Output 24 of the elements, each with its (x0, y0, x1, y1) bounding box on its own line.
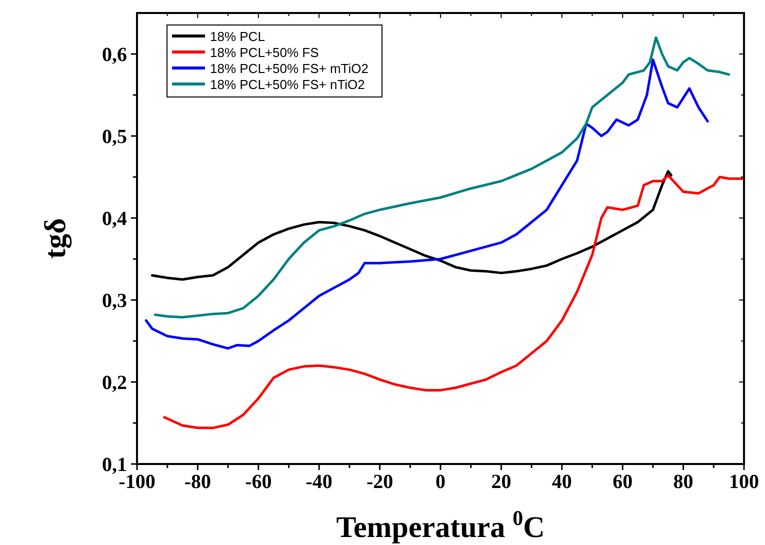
y-axis-title: tgδ (39, 218, 72, 259)
line-series (144, 58, 709, 350)
line-series (163, 174, 746, 430)
x-tick-label: 0 (436, 471, 446, 493)
x-tick-label: 100 (729, 471, 759, 493)
y-tick-label: 0,2 (102, 372, 127, 394)
x-tick-label: -40 (306, 471, 332, 493)
x-axis-title: Temperatura $^{0}$C (336, 506, 545, 544)
line-series (150, 170, 672, 281)
x-tick-label: -80 (184, 471, 212, 493)
x-tick-label: 60 (612, 471, 633, 493)
legend-label: 18% PCL+50% FS+ nTiO2 (210, 77, 365, 92)
x-tick-label: 20 (491, 471, 512, 493)
x-tick-label: -60 (245, 471, 272, 493)
legend-label: 18% PCL+50% FS+ mTiO2 (210, 61, 368, 76)
x-tick-label: -20 (366, 471, 394, 493)
x-tick-label: 40 (552, 471, 572, 493)
legend-label: 18% PCL+50% FS (210, 45, 320, 60)
y-tick-label: 0,5 (102, 126, 127, 148)
x-tick-label: 80 (673, 471, 694, 493)
y-tick-label: 0,4 (102, 208, 127, 230)
y-tick-label: 0,3 (102, 290, 127, 312)
legend-label: 18% PCL (210, 29, 265, 44)
y-tick-label: 0,6 (102, 44, 127, 66)
